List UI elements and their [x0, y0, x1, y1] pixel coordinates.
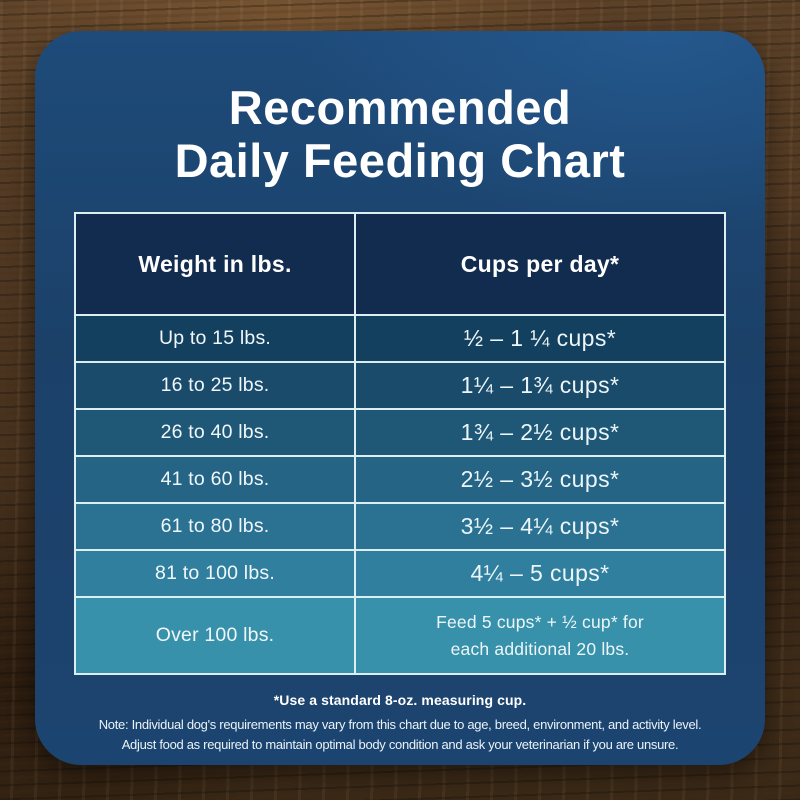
cups-cell: 4¼ – 5 cups* — [356, 551, 724, 597]
chart-title-line-2: Daily Feeding Chart — [174, 134, 626, 188]
cups-value: 2½ – 3½ cups* — [460, 466, 620, 493]
cups-value-line-1: Feed 5 cups* + ½ cup* for — [436, 611, 644, 632]
weight-cell: 26 to 40 lbs. — [76, 410, 354, 456]
feeding-table: Weight in lbs. Cups per day* Up to 15 lb… — [74, 212, 726, 676]
weight-value: 41 to 60 lbs. — [160, 468, 270, 491]
weight-cell: Up to 15 lbs. — [76, 316, 354, 362]
weight-value: 16 to 25 lbs. — [160, 374, 270, 397]
cups-cell: 1¼ – 1¾ cups* — [356, 363, 724, 409]
chart-title-line-1: Recommended — [228, 81, 572, 134]
weight-value: Over 100 lbs. — [155, 624, 275, 647]
cups-value: 3½ – 4¼ cups* — [460, 513, 620, 540]
cups-value: 1¼ – 1¾ cups* — [460, 372, 620, 399]
cups-cell: ½ – 1 ¼ cups* — [356, 316, 724, 362]
header-cell-weight: Weight in lbs. — [76, 214, 354, 315]
measuring-cup-footnote: *Use a standard 8-oz. measuring cup. — [273, 692, 527, 709]
note-line-2: Adjust food as required to maintain opti… — [121, 736, 679, 752]
weight-value: 26 to 40 lbs. — [160, 421, 270, 444]
cups-cell: Feed 5 cups* + ½ cup* for each additiona… — [356, 598, 724, 674]
footnotes: *Use a standard 8-oz. measuring cup. Not… — [35, 692, 765, 754]
cups-value-line-2: each additional 20 lbs. — [450, 638, 630, 659]
weight-value: 81 to 100 lbs. — [155, 562, 275, 585]
cups-value: 4¼ – 5 cups* — [470, 560, 610, 587]
cups-value: ½ – 1 ¼ cups* — [463, 325, 617, 352]
feeding-chart-panel: Recommended Daily Feeding Chart Weight i… — [35, 31, 765, 765]
cups-cell: 3½ – 4¼ cups* — [356, 504, 724, 550]
chart-title: Recommended Daily Feeding Chart — [35, 81, 765, 187]
weight-value: 61 to 80 lbs. — [160, 515, 270, 538]
cups-cell: 1¾ – 2½ cups* — [356, 410, 724, 456]
weight-cell: 61 to 80 lbs. — [76, 504, 354, 550]
weight-value: Up to 15 lbs. — [158, 327, 272, 350]
note-line-1: Note: Individual dog's requirements may … — [98, 717, 702, 733]
cups-value: 1¾ – 2½ cups* — [460, 419, 620, 446]
header-cell-cups: Cups per day* — [356, 214, 724, 315]
weight-cell: 81 to 100 lbs. — [76, 551, 354, 597]
weight-cell: Over 100 lbs. — [76, 598, 354, 674]
weight-cell: 41 to 60 lbs. — [76, 457, 354, 503]
cups-cell: 2½ – 3½ cups* — [356, 457, 724, 503]
weight-cell: 16 to 25 lbs. — [76, 363, 354, 409]
